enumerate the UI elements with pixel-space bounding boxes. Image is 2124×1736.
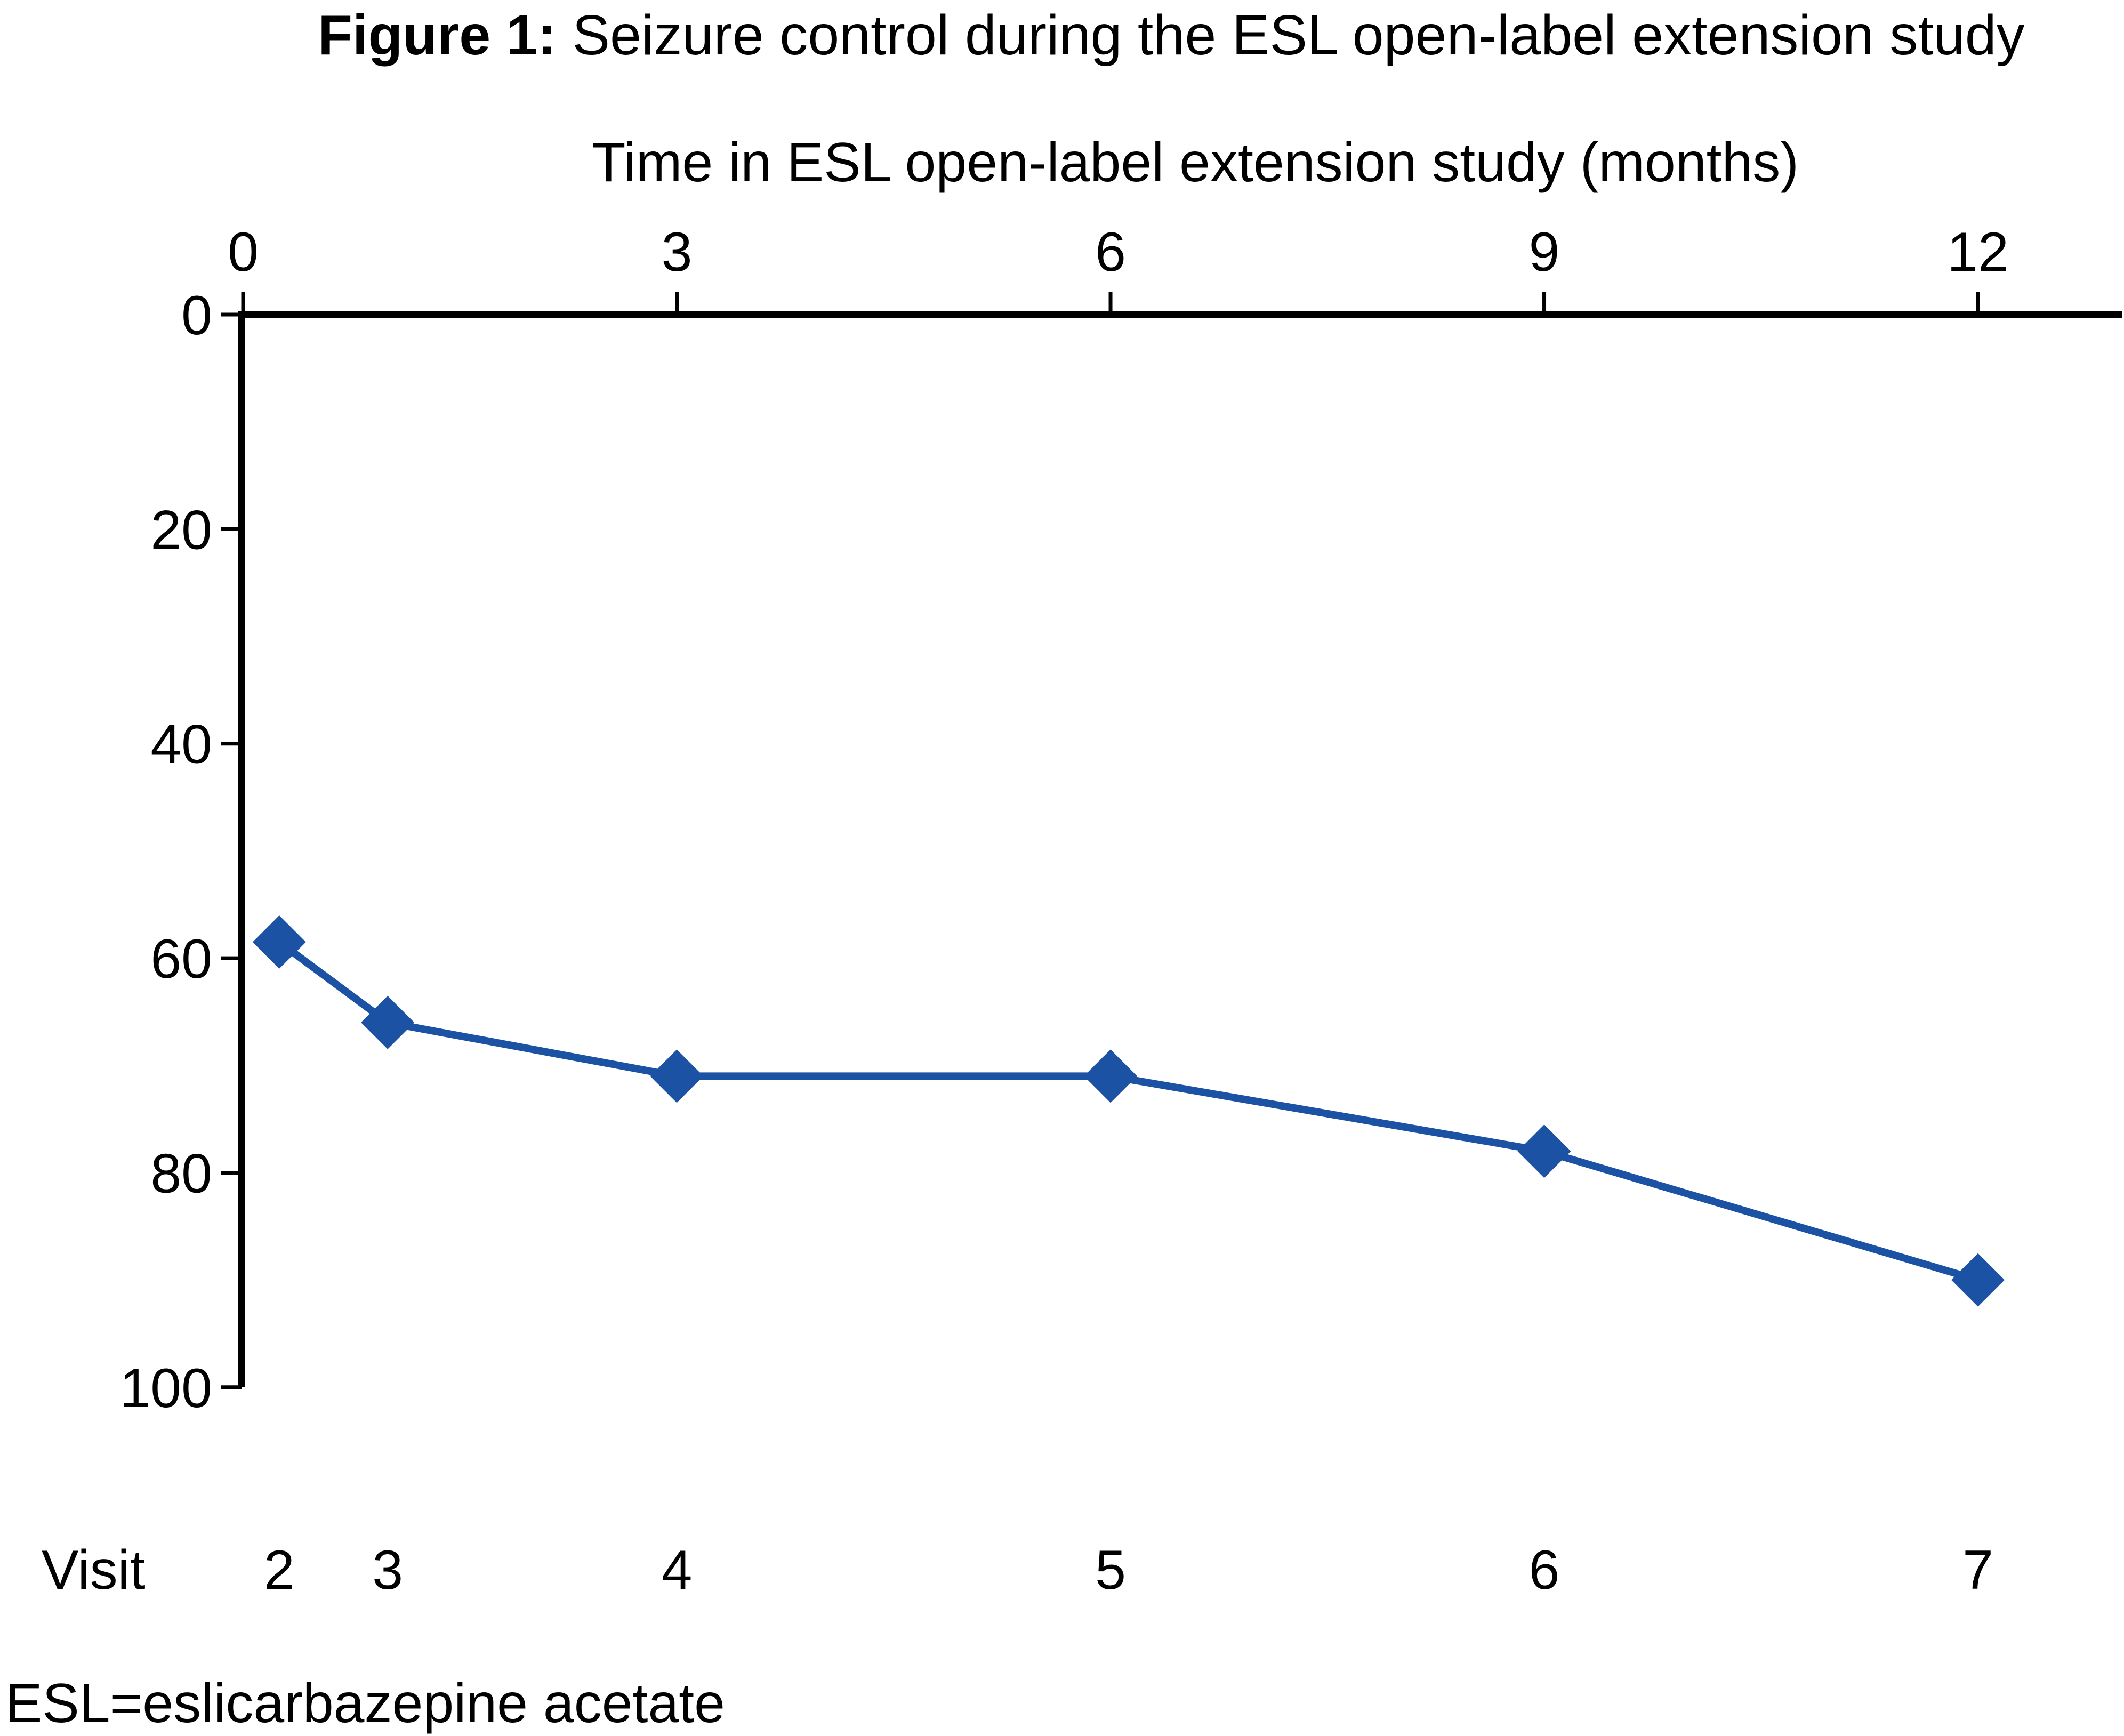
figure-title-prefix: Figure 1: [318, 4, 557, 67]
visit-number: 3 [372, 1539, 403, 1601]
y-tick-label: 100 [119, 1357, 212, 1419]
x-tick-label: 12 [1947, 221, 2009, 283]
data-point-diamond [1951, 1253, 2005, 1307]
data-point-diamond [361, 995, 415, 1049]
data-point-diamond [650, 1049, 704, 1103]
y-tick-label: 0 [181, 285, 212, 347]
data-point-diamond [252, 915, 306, 969]
figure-title-text: Seizure control during the ESL open-labe… [556, 4, 2025, 67]
visit-number: 6 [1529, 1539, 1560, 1601]
data-point-diamond [1517, 1124, 1571, 1178]
series-line [277, 939, 1980, 1284]
visit-row-label: Visit [42, 1539, 146, 1601]
y-tick-label: 20 [150, 499, 212, 561]
visit-number: 7 [1962, 1539, 1993, 1601]
y-tick-label: 80 [150, 1143, 212, 1204]
figure-title: Figure 1: Seizure control during the ESL… [224, 3, 2119, 68]
x-tick-label: 6 [1095, 221, 1126, 283]
y-tick-label: 40 [150, 714, 212, 776]
x-axis-title: Time in ESL open-label extension study (… [591, 132, 1799, 194]
footnote-abbreviation: ESL=eslicarbazepine acetate [5, 1673, 726, 1734]
x-tick-label: 3 [662, 221, 693, 283]
visit-number: 5 [1095, 1539, 1126, 1601]
y-tick-label: 60 [150, 928, 212, 990]
visit-number: 2 [264, 1539, 295, 1601]
x-tick-label: 9 [1529, 221, 1560, 283]
visit-number: 4 [662, 1539, 693, 1601]
x-tick-label: 0 [228, 221, 259, 283]
data-point-diamond [1084, 1049, 1138, 1103]
